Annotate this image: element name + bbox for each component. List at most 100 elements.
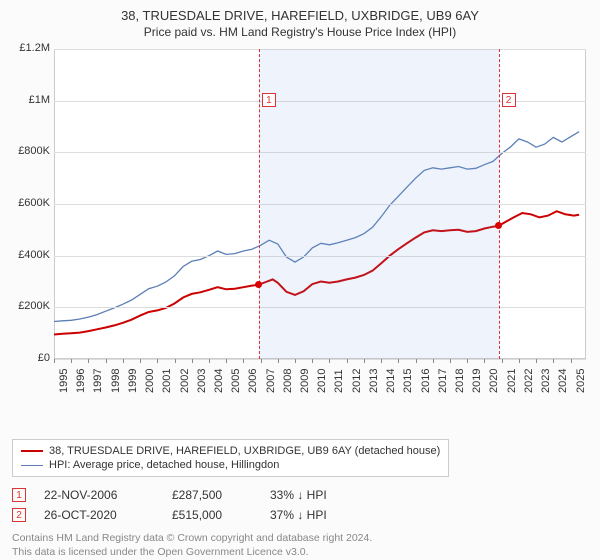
x-tick (450, 359, 451, 363)
x-tick-label: 2009 (299, 369, 311, 393)
chart-title: 38, TRUESDALE DRIVE, HAREFIELD, UXBRIDGE… (12, 8, 588, 23)
price-row-date: 22-NOV-2006 (44, 488, 154, 502)
x-tick-label: 2001 (161, 369, 173, 393)
y-tick-label: £800K (12, 145, 50, 157)
x-tick-label: 1995 (58, 369, 70, 393)
x-tick-label: 2022 (523, 369, 535, 393)
price-row-marker: 2 (12, 508, 26, 522)
x-tick (416, 359, 417, 363)
x-tick-label: 2006 (247, 369, 259, 393)
legend-label: 38, TRUESDALE DRIVE, HAREFIELD, UXBRIDGE… (49, 445, 440, 457)
x-tick-label: 2024 (557, 369, 569, 393)
y-tick-label: £1.2M (12, 42, 50, 54)
x-tick (192, 359, 193, 363)
price-row-marker: 1 (12, 488, 26, 502)
license-text: Contains HM Land Registry data © Crown c… (12, 531, 588, 559)
chart-subtitle: Price paid vs. HM Land Registry's House … (12, 25, 588, 39)
x-tick-label: 2016 (420, 369, 432, 393)
x-tick-label: 1998 (110, 369, 122, 393)
x-tick-label: 2004 (213, 369, 225, 393)
x-tick (175, 359, 176, 363)
x-tick (157, 359, 158, 363)
x-tick-label: 2020 (488, 369, 500, 393)
x-tick-label: 2000 (144, 369, 156, 393)
price-row: 2 26-OCT-2020 £515,000 37% ↓ HPI (12, 505, 588, 525)
x-tick (536, 359, 537, 363)
x-tick (571, 359, 572, 363)
x-tick (261, 359, 262, 363)
price-row-date: 26-OCT-2020 (44, 508, 154, 522)
legend-item: HPI: Average price, detached house, Hill… (21, 458, 440, 472)
x-tick (398, 359, 399, 363)
marker-box: 1 (262, 93, 276, 107)
x-tick-label: 2010 (316, 369, 328, 393)
x-tick (381, 359, 382, 363)
marker-box: 2 (502, 93, 516, 107)
x-tick (140, 359, 141, 363)
x-tick-label: 2011 (333, 369, 345, 393)
price-row-price: £287,500 (172, 488, 252, 502)
y-tick-label: £1M (12, 94, 50, 106)
x-tick (364, 359, 365, 363)
x-tick (123, 359, 124, 363)
x-tick (295, 359, 296, 363)
x-tick-label: 2015 (402, 369, 414, 393)
shaded-region (259, 49, 499, 359)
x-tick-label: 2019 (471, 369, 483, 393)
legend-swatch (21, 465, 43, 466)
x-tick (226, 359, 227, 363)
x-tick (502, 359, 503, 363)
marker-line (499, 49, 500, 359)
x-tick (243, 359, 244, 363)
x-tick-label: 2023 (540, 369, 552, 393)
grid-line (54, 359, 586, 360)
x-tick-label: 2002 (179, 369, 191, 393)
legend: 38, TRUESDALE DRIVE, HAREFIELD, UXBRIDGE… (12, 439, 449, 477)
x-tick (467, 359, 468, 363)
legend-swatch (21, 450, 43, 452)
x-tick-label: 1996 (75, 369, 87, 393)
price-table: 1 22-NOV-2006 £287,500 33% ↓ HPI 2 26-OCT-202… (12, 485, 588, 525)
x-tick-label: 2018 (454, 369, 466, 393)
x-tick (88, 359, 89, 363)
x-tick-label: 2014 (385, 369, 397, 393)
x-tick (278, 359, 279, 363)
y-tick-label: £0 (12, 352, 50, 364)
price-row-price: £515,000 (172, 508, 252, 522)
x-tick-label: 2025 (575, 369, 587, 393)
marker-line (259, 49, 260, 359)
x-tick (71, 359, 72, 363)
x-tick-label: 2007 (265, 369, 277, 393)
y-tick-label: £600K (12, 197, 50, 209)
x-tick (54, 359, 55, 363)
price-row-pct: 37% ↓ HPI (270, 508, 360, 522)
x-tick (433, 359, 434, 363)
legend-label: HPI: Average price, detached house, Hill… (49, 459, 279, 471)
x-tick-label: 2005 (230, 369, 242, 393)
x-tick-label: 2013 (368, 369, 380, 393)
x-tick-label: 2008 (282, 369, 294, 393)
legend-item: 38, TRUESDALE DRIVE, HAREFIELD, UXBRIDGE… (21, 444, 440, 458)
x-tick (312, 359, 313, 363)
license-line-1: Contains HM Land Registry data © Crown c… (12, 531, 588, 545)
price-row-pct: 33% ↓ HPI (270, 488, 360, 502)
x-tick-label: 2021 (506, 369, 518, 393)
x-tick (209, 359, 210, 363)
root: 38, TRUESDALE DRIVE, HAREFIELD, UXBRIDGE… (0, 0, 600, 560)
chart-area: £0 £200K £400K £600K £800K £1M £1.2M 1995 1996 19… (12, 45, 588, 399)
price-row: 1 22-NOV-2006 £287,500 33% ↓ HPI (12, 485, 588, 505)
x-tick-label: 2012 (351, 369, 363, 393)
x-tick (106, 359, 107, 363)
y-tick-label: £400K (12, 249, 50, 261)
license-line-2: This data is licensed under the Open Gov… (12, 545, 588, 559)
y-tick-label: £200K (12, 300, 50, 312)
x-tick-label: 1999 (127, 369, 139, 393)
x-tick-label: 2003 (196, 369, 208, 393)
x-tick (347, 359, 348, 363)
x-tick (329, 359, 330, 363)
x-tick-label: 1997 (92, 369, 104, 393)
x-tick-label: 2017 (437, 369, 449, 393)
x-tick (553, 359, 554, 363)
x-tick (519, 359, 520, 363)
x-tick (484, 359, 485, 363)
